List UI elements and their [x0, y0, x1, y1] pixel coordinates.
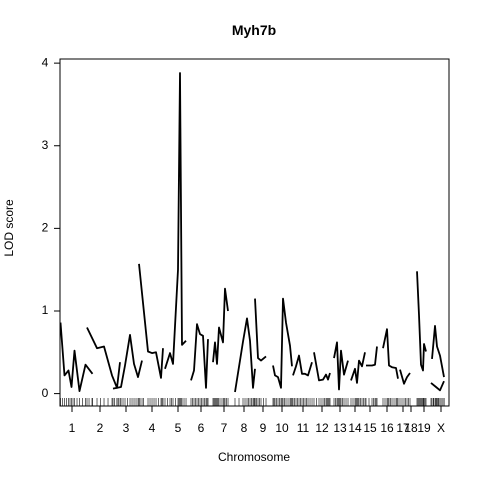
x-tick-label: X: [437, 421, 445, 435]
lod-curve-chr-1: [59, 322, 94, 392]
lod-curve-chr-9: [254, 298, 267, 362]
y-tick-label: 4: [42, 55, 49, 69]
lod-curve-chr-4: [138, 263, 164, 379]
x-tick-label: 17: [396, 421, 410, 435]
y-axis-label: LOD score: [2, 199, 16, 257]
x-tick-label: 2: [97, 421, 104, 435]
x-tick-label: 15: [363, 421, 377, 435]
x-tick-label: 11: [297, 421, 310, 435]
x-tick-label: 19: [417, 421, 431, 435]
x-tick-label: 18: [404, 421, 418, 435]
x-tick-label: 3: [123, 421, 130, 435]
lod-curve-chr-X: [430, 380, 445, 392]
y-axis: 0 1 2 3 4: [42, 55, 61, 400]
lod-curve-chr-17: [399, 369, 411, 385]
lod-curve-chr-10: [272, 297, 293, 389]
x-tick-label: 8: [241, 421, 248, 435]
x-tick-label: 7: [221, 421, 228, 435]
lod-curve-chr-11: [292, 354, 313, 377]
lod-curve-chr-13: [333, 341, 349, 391]
lod-curve-chr-12: [313, 352, 331, 382]
x-tick-label: 16: [380, 421, 394, 435]
x-tick-label: 9: [260, 421, 267, 435]
y-tick-label: 1: [42, 303, 49, 317]
plot-frame: [59, 58, 450, 407]
x-tick-label: 6: [198, 421, 205, 435]
lod-curve-chr-19: [431, 325, 445, 378]
x-tick-label: 4: [149, 421, 156, 435]
x-axis-label: Chromosome: [218, 450, 290, 464]
x-tick-label: 12: [315, 421, 329, 435]
lod-curve-chr-16: [382, 328, 399, 379]
lod-curve-chr-15: [366, 346, 378, 367]
chart-title: Myh7b: [232, 22, 276, 38]
lod-curve-chr-14: [350, 352, 366, 384]
lod-curves: [59, 72, 445, 393]
x-tick-label: 10: [275, 421, 289, 435]
lod-curve-chr-6: [190, 323, 209, 389]
marker-rug: [60, 398, 445, 406]
y-tick-label: 3: [42, 138, 49, 152]
x-tick-label: 13: [333, 421, 347, 435]
lod-curve-chr-3: [112, 334, 143, 390]
lod-curve-chr-18: [416, 271, 427, 372]
x-tick-label: 1: [69, 421, 76, 435]
lod-curve-chr-8: [234, 317, 256, 393]
lod-curve-chr-2: [86, 327, 121, 389]
y-tick-label: 2: [42, 221, 49, 235]
lod-curve-chr-7: [212, 287, 229, 365]
x-tick-label: 14: [348, 421, 362, 435]
x-tick-label: 5: [175, 421, 182, 435]
lod-curve-chr-5: [164, 72, 187, 370]
y-tick-label: 0: [42, 386, 49, 400]
